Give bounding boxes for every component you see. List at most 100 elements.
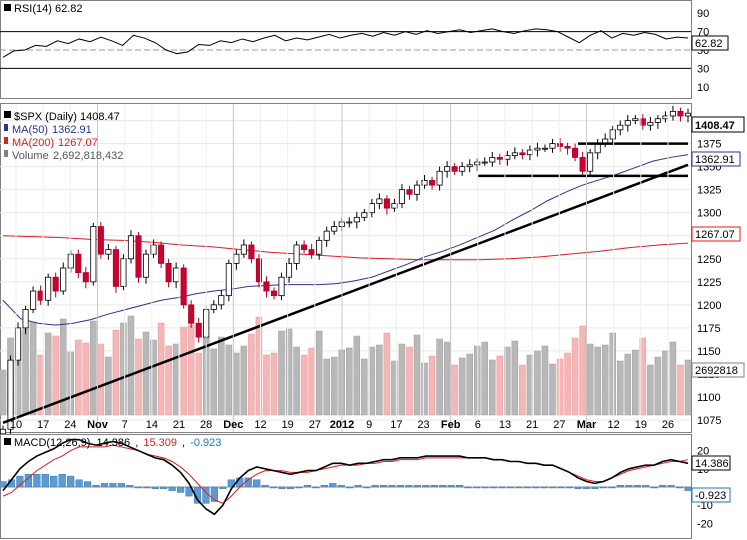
candle	[413, 184, 421, 195]
candle	[248, 244, 255, 260]
volume-tag-label: 2692818	[695, 365, 738, 377]
candle	[75, 253, 82, 274]
volume-bar	[225, 344, 233, 416]
macd-hist-bar	[75, 479, 83, 488]
macd-hist-bar	[33, 474, 41, 488]
macd-hist-bar	[532, 486, 540, 489]
x-tick-label: 21	[526, 419, 538, 431]
candle	[587, 152, 594, 172]
macd-hist-bar	[599, 486, 608, 489]
candle	[97, 226, 104, 255]
volume-bar	[669, 341, 677, 416]
x-tick-label: 28	[200, 419, 212, 431]
candle	[376, 198, 383, 204]
volume-bar	[601, 344, 609, 416]
price-y-tick: 1375	[697, 139, 721, 151]
candle	[218, 295, 225, 306]
macd-hist-bar	[41, 474, 49, 488]
candle	[429, 180, 436, 186]
x-tick-label: 17	[390, 419, 402, 431]
macd-hist-bar	[160, 486, 168, 490]
macd-hist-bar	[549, 486, 557, 489]
candle	[632, 118, 639, 121]
x-tick-label: 6	[475, 419, 481, 431]
candle	[173, 267, 180, 283]
candle	[188, 304, 195, 324]
volume-bar	[579, 325, 586, 416]
macd-hist-bar	[329, 483, 337, 488]
macd-hist-bar	[675, 486, 684, 489]
volume-bar	[624, 353, 632, 416]
macd-hist-bar	[92, 484, 100, 488]
volume-bar	[180, 326, 187, 416]
volume-bar	[293, 346, 300, 416]
volume-bar	[549, 363, 556, 416]
macd-hist-bar	[67, 475, 75, 488]
macd-hist-bar	[379, 484, 388, 488]
volume-bar	[29, 321, 37, 416]
macd-y-tick: 20	[697, 446, 709, 458]
volume-bar	[248, 333, 255, 416]
macd-hist-bar	[0, 481, 7, 488]
ma50-legend-name: MA(50)	[12, 124, 48, 136]
volume-bar	[165, 345, 172, 416]
volume-bar	[616, 360, 624, 416]
macd-hist-bar	[177, 486, 185, 493]
macd-hist-bar	[515, 486, 523, 489]
macd-hist-bar	[278, 486, 286, 490]
macd-tag-label: 14.386	[695, 458, 729, 470]
macd-hist-bar	[151, 486, 159, 490]
macd-hist-bar	[405, 484, 413, 488]
volume-bar	[218, 336, 225, 416]
macd-hist-bar	[363, 486, 371, 489]
volume-bar	[270, 352, 278, 416]
candle	[37, 290, 44, 301]
macd-hist-bar	[346, 486, 354, 489]
macd-hist-bar	[303, 484, 312, 488]
volume-bar	[240, 345, 248, 416]
macd-y-tick: -20	[697, 518, 713, 530]
candle	[368, 203, 375, 214]
ma200-line	[2, 235, 689, 261]
candle	[541, 147, 549, 150]
candle	[30, 290, 37, 310]
candle	[127, 235, 135, 260]
macd-hist-bar	[371, 484, 379, 488]
x-tick-label: 26	[662, 419, 674, 431]
volume-bar	[677, 364, 684, 416]
candle	[549, 143, 556, 149]
candle	[391, 203, 398, 209]
macd-hist-bar	[261, 484, 269, 488]
candle	[263, 281, 270, 292]
macd-hist-bar	[286, 486, 295, 490]
candle	[481, 161, 488, 164]
candle	[489, 157, 496, 163]
volume-bar	[75, 339, 82, 416]
candle	[617, 124, 624, 131]
x-tick-label: 12	[608, 419, 620, 431]
macd-hist-bar	[109, 483, 117, 488]
macd-panel: 2010-10-20 MACD(12,26,9) 14.386 , 15.309…	[0, 434, 731, 539]
x-tick-label: 19	[635, 419, 647, 431]
candle	[398, 189, 405, 204]
candle	[459, 166, 466, 172]
price-y-tick: 1225	[697, 277, 721, 289]
volume-bar	[52, 335, 59, 416]
macd-hist-bar	[430, 484, 438, 488]
macd-hist-value-tag: -0.923	[691, 487, 731, 503]
volume-bar	[519, 364, 526, 416]
volume-bar	[300, 354, 308, 416]
price-panel: 1400137513501325130012751250122512001175…	[0, 103, 745, 438]
volume-bar	[142, 331, 150, 416]
ma200-value-tag: 1267.07	[691, 226, 741, 242]
candle	[233, 253, 240, 264]
macd-hist-bar	[413, 484, 421, 488]
candle	[7, 359, 14, 430]
candle	[142, 253, 150, 278]
volume-bar	[278, 330, 285, 416]
macd-hist-bar	[126, 484, 134, 488]
volume-value-tag: 2692818	[691, 362, 745, 378]
volume-bar	[541, 345, 549, 416]
candle	[406, 189, 413, 195]
